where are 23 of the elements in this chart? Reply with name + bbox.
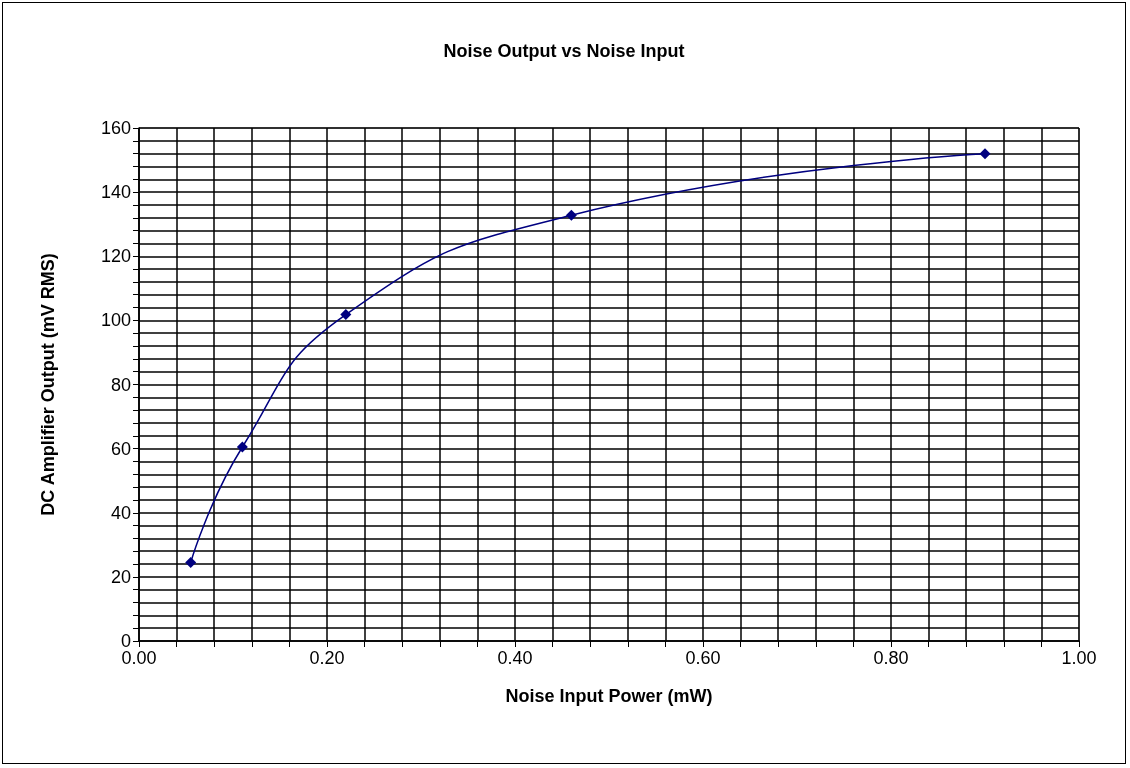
y-tick-label: 120 xyxy=(100,246,131,267)
point xyxy=(979,148,991,160)
y-axis-title: DC Amplifier Output (mV RMS) xyxy=(38,253,58,516)
x-axis-title: Noise Input Power (mW) xyxy=(505,686,713,706)
y-tick-label: 40 xyxy=(110,502,131,523)
y-tick-label: 80 xyxy=(110,374,131,395)
point xyxy=(565,209,577,221)
y-tick-label: 160 xyxy=(100,118,131,138)
chart-title: Noise Output vs Noise Input xyxy=(443,41,685,61)
point xyxy=(340,309,352,321)
point xyxy=(236,441,248,453)
x-tick-label: 0.00 xyxy=(121,648,157,668)
x-tick-label: 1.00 xyxy=(1061,648,1097,668)
x-tick-label: 0.20 xyxy=(309,648,345,668)
x-tick-label: 0.60 xyxy=(685,648,721,668)
point xyxy=(185,556,197,568)
y-tick-label: 140 xyxy=(100,182,131,203)
y-tick-label: 0 xyxy=(120,631,131,651)
y-tick-label: 20 xyxy=(110,566,131,587)
y-tick-label: 60 xyxy=(110,438,131,459)
x-tick-label: 0.40 xyxy=(497,648,533,668)
x-tick-label: 0.80 xyxy=(873,648,909,668)
y-tick-label: 100 xyxy=(100,310,131,331)
